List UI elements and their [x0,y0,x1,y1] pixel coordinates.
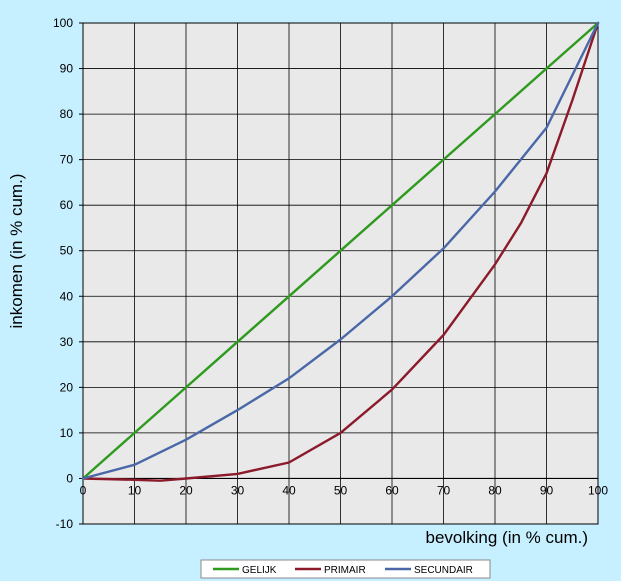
axes [79,22,599,525]
y-tick-label: -10 [56,517,74,531]
y-tick-label: 50 [60,244,74,258]
series-line-secundair [81,21,600,480]
x-axis-title: bevolking (in % cum.) [425,528,588,547]
x-tick-label: 60 [385,483,399,497]
y-tick-label: 30 [60,335,74,349]
series-lines [81,21,600,482]
x-tick-label: 50 [334,483,348,497]
y-axis-title: inkomen (in % cum.) [7,174,26,329]
x-tick-label: 0 [80,483,87,497]
plot-border [82,22,599,525]
y-tick-label: 20 [60,380,74,394]
tick-labels: 0 10 20 30 40 50 60 70 80 90 100 -10 0 10 20 30 40 50 60 70… [53,16,608,531]
x-tick-label: 30 [231,483,245,497]
y-tick-label: 70 [60,153,74,167]
y-tick-label: 80 [60,107,74,121]
series-line-gelijk [81,21,600,480]
y-tick-label: 60 [60,198,74,212]
x-tick-label: 20 [179,483,193,497]
y-tick-label: 40 [60,289,74,303]
y-tick-label: 90 [60,62,74,76]
legend-box [200,559,491,579]
legend: GELIJK PRIMAIR SECUNDAIR [200,559,491,579]
x-tick-label: 90 [540,483,554,497]
x-tick-label: 40 [282,483,296,497]
y-tick-label: 0 [66,471,73,485]
x-tick-label: 10 [128,483,142,497]
x-tick-label: 70 [437,483,451,497]
x-tick-label: 80 [488,483,502,497]
series-line-primair [81,21,600,482]
x-tick-label: 100 [588,483,608,497]
legend-label: PRIMAIR [324,565,366,576]
y-tick-label: 10 [60,426,74,440]
legend-label: SECUNDAIR [414,565,473,576]
legend-label: GELIJK [242,565,277,576]
y-tick-label: 100 [53,16,73,30]
